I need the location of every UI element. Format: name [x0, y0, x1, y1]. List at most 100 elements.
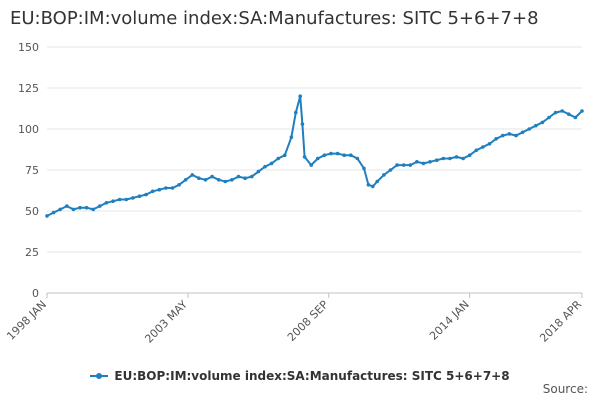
data-point[interactable] [389, 168, 393, 172]
data-point[interactable] [567, 112, 571, 116]
data-point[interactable] [65, 204, 69, 208]
data-point[interactable] [138, 194, 142, 198]
data-point[interactable] [475, 149, 479, 153]
data-point[interactable] [151, 190, 155, 194]
data-point[interactable] [204, 178, 208, 182]
data-point[interactable] [144, 193, 148, 197]
data-point[interactable] [125, 198, 129, 202]
legend[interactable]: EU:BOP:IM:volume index:SA:Manufactures: … [0, 366, 600, 383]
data-point[interactable] [78, 206, 82, 210]
data-point[interactable] [375, 180, 379, 184]
data-point[interactable] [276, 157, 280, 161]
data-point[interactable] [58, 208, 62, 212]
data-point[interactable] [171, 186, 175, 190]
data-point[interactable] [210, 175, 214, 179]
data-point[interactable] [323, 153, 327, 157]
data-point[interactable] [402, 163, 406, 167]
data-point[interactable] [541, 121, 545, 125]
data-point[interactable] [301, 122, 305, 126]
data-point[interactable] [224, 180, 228, 184]
data-point[interactable] [527, 127, 531, 131]
data-point[interactable] [547, 116, 551, 120]
data-point[interactable] [409, 163, 413, 167]
legend-swatch-icon [90, 375, 108, 377]
line-chart: 02550751001251501998 JAN 2003 MAY 2008 SEP… [0, 0, 600, 400]
source-label[interactable]: Source: [543, 382, 588, 396]
data-point[interactable] [118, 198, 122, 202]
data-point[interactable] [52, 211, 56, 215]
data-point[interactable] [290, 135, 294, 139]
data-point[interactable] [316, 157, 320, 161]
data-point[interactable] [243, 176, 247, 180]
data-point[interactable] [217, 178, 221, 182]
data-point[interactable] [250, 175, 254, 179]
data-point[interactable] [362, 167, 366, 171]
data-point[interactable] [263, 165, 267, 169]
data-point[interactable] [455, 155, 459, 159]
data-point[interactable] [494, 137, 498, 141]
data-point[interactable] [45, 214, 49, 218]
data-point[interactable] [382, 173, 386, 177]
data-point[interactable] [336, 152, 340, 156]
data-point[interactable] [309, 163, 313, 167]
data-point[interactable] [481, 145, 485, 149]
data-point[interactable] [435, 158, 439, 162]
data-point[interactable] [349, 153, 353, 157]
data-point[interactable] [98, 204, 102, 208]
data-point[interactable] [270, 162, 274, 166]
data-point[interactable] [257, 170, 261, 174]
data-point[interactable] [298, 94, 302, 98]
data-point[interactable] [85, 206, 89, 210]
grid [47, 47, 582, 252]
data-point[interactable] [329, 152, 333, 156]
data-point[interactable] [105, 201, 109, 205]
data-point[interactable] [184, 178, 188, 182]
data-point[interactable] [422, 162, 426, 166]
data-point[interactable] [177, 183, 181, 187]
x-tick-label: 1998 JAN [4, 298, 49, 343]
legend-item[interactable]: EU:BOP:IM:volume index:SA:Manufactures: … [90, 369, 509, 383]
data-point[interactable] [237, 175, 241, 179]
data-point[interactable] [230, 178, 234, 182]
data-point[interactable] [164, 186, 168, 190]
data-point[interactable] [442, 157, 446, 161]
data-point[interactable] [428, 160, 432, 164]
data-point[interactable] [554, 111, 558, 115]
data-point[interactable] [580, 109, 584, 113]
data-point[interactable] [294, 111, 298, 115]
data-point[interactable] [356, 157, 360, 161]
data-point[interactable] [534, 124, 538, 128]
data-point[interactable] [283, 153, 287, 157]
data-point[interactable] [461, 157, 465, 161]
x-tick-label: 2014 JAN [427, 298, 472, 343]
data-point[interactable] [342, 153, 346, 157]
data-point[interactable] [574, 116, 578, 120]
data-point[interactable] [508, 132, 512, 136]
series-line[interactable] [47, 96, 582, 216]
data-point[interactable] [514, 134, 518, 138]
data-point[interactable] [197, 176, 201, 180]
data-point[interactable] [371, 185, 375, 189]
chart-container: EU:BOP:IM:volume index:SA:Manufactures: … [0, 0, 600, 400]
data-point[interactable] [560, 109, 564, 113]
x-tick-label: 2008 SEP [285, 298, 331, 344]
data-point[interactable] [303, 155, 307, 159]
data-point[interactable] [72, 208, 76, 212]
y-tick-label: 125 [18, 82, 39, 95]
y-tick-label: 75 [25, 164, 39, 177]
data-point[interactable] [448, 157, 452, 161]
data-point[interactable] [415, 160, 419, 164]
data-point[interactable] [111, 199, 115, 203]
data-point[interactable] [501, 134, 505, 138]
data-point[interactable] [91, 208, 95, 212]
data-point[interactable] [488, 142, 492, 146]
data-point[interactable] [158, 188, 162, 192]
data-point[interactable] [395, 163, 399, 167]
y-tick-label: 25 [25, 246, 39, 259]
data-point[interactable] [131, 196, 135, 200]
y-tick-label: 0 [32, 287, 39, 300]
data-point[interactable] [521, 131, 525, 135]
data-point[interactable] [468, 153, 472, 157]
data-point[interactable] [191, 173, 195, 177]
data-point[interactable] [367, 183, 371, 187]
